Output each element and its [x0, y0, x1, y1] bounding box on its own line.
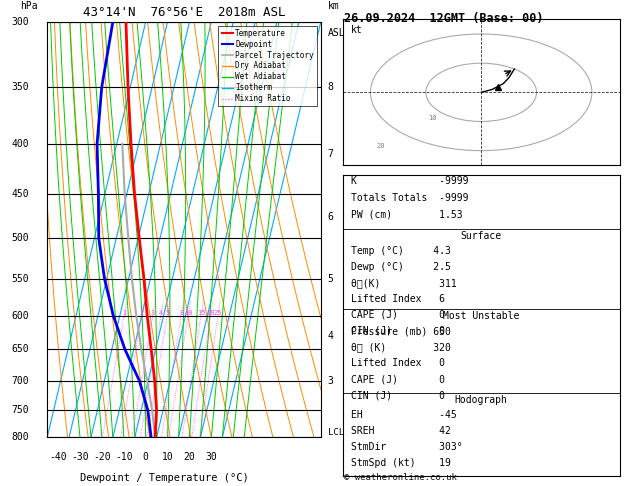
Text: Dewp (°C)     2.5: Dewp (°C) 2.5 — [351, 262, 451, 272]
Text: 8: 8 — [328, 82, 333, 92]
Text: km: km — [328, 1, 340, 12]
Text: Temp (°C)     4.3: Temp (°C) 4.3 — [351, 246, 451, 256]
Text: CIN (J)        0: CIN (J) 0 — [351, 326, 445, 336]
Text: PW (cm)        1.53: PW (cm) 1.53 — [351, 209, 463, 220]
Text: 3: 3 — [151, 310, 155, 315]
Text: ASL: ASL — [328, 28, 345, 38]
Text: SREH           42: SREH 42 — [351, 426, 451, 436]
Text: 300: 300 — [12, 17, 30, 27]
Text: StmDir         303°: StmDir 303° — [351, 442, 463, 452]
Text: 30: 30 — [206, 452, 217, 462]
Text: 500: 500 — [12, 233, 30, 243]
Text: 650: 650 — [12, 345, 30, 354]
Text: Dewpoint / Temperature (°C): Dewpoint / Temperature (°C) — [81, 473, 249, 483]
Text: -10: -10 — [115, 452, 133, 462]
Text: 15: 15 — [197, 310, 205, 315]
Text: StmSpd (kt)    19: StmSpd (kt) 19 — [351, 458, 451, 468]
Text: 5: 5 — [328, 274, 333, 284]
Text: 700: 700 — [12, 376, 30, 386]
Text: 0: 0 — [143, 452, 148, 462]
Text: 10: 10 — [428, 115, 437, 121]
Text: LCL: LCL — [328, 428, 344, 436]
Text: 7: 7 — [328, 149, 333, 159]
Text: 1: 1 — [122, 310, 126, 315]
Text: Totals Totals  -9999: Totals Totals -9999 — [351, 193, 469, 203]
Text: Lifted Index   6: Lifted Index 6 — [351, 294, 445, 304]
Text: -30: -30 — [71, 452, 89, 462]
Text: Surface: Surface — [460, 231, 502, 241]
Text: 2: 2 — [140, 310, 144, 315]
Text: Mixing Ratio (g/kg): Mixing Ratio (g/kg) — [377, 178, 386, 281]
Text: CAPE (J)       0: CAPE (J) 0 — [351, 374, 445, 384]
Text: 10: 10 — [184, 310, 192, 315]
Text: 25: 25 — [214, 310, 222, 315]
Text: EH             -45: EH -45 — [351, 410, 457, 420]
Text: 400: 400 — [12, 139, 30, 149]
Text: 450: 450 — [12, 189, 30, 199]
Text: θᴇ (K)        320: θᴇ (K) 320 — [351, 342, 451, 352]
Text: 4: 4 — [328, 331, 333, 341]
Text: 8: 8 — [179, 310, 184, 315]
Text: -40: -40 — [49, 452, 67, 462]
Text: θᴇ(K)          311: θᴇ(K) 311 — [351, 278, 457, 288]
Text: 4: 4 — [159, 310, 163, 315]
Text: 550: 550 — [12, 274, 30, 284]
Text: K              -9999: K -9999 — [351, 176, 469, 187]
Text: 10: 10 — [162, 452, 174, 462]
Text: 26.09.2024  12GMT (Base: 00): 26.09.2024 12GMT (Base: 00) — [344, 12, 543, 25]
Text: 350: 350 — [12, 82, 30, 92]
Text: hPa: hPa — [21, 1, 38, 12]
Text: 600: 600 — [12, 311, 30, 321]
Text: 20: 20 — [184, 452, 196, 462]
Text: 800: 800 — [12, 433, 30, 442]
Text: kt: kt — [351, 25, 363, 35]
Legend: Temperature, Dewpoint, Parcel Trajectory, Dry Adiabat, Wet Adiabat, Isotherm, Mi: Temperature, Dewpoint, Parcel Trajectory… — [218, 26, 317, 106]
Text: 5: 5 — [165, 310, 169, 315]
Text: 6: 6 — [328, 211, 333, 222]
Text: CIN (J)        0: CIN (J) 0 — [351, 390, 445, 400]
Text: 750: 750 — [12, 405, 30, 415]
Title: 43°14'N  76°56'E  2018m ASL: 43°14'N 76°56'E 2018m ASL — [83, 6, 285, 19]
Text: Pressure (mb) 650: Pressure (mb) 650 — [351, 326, 451, 336]
Text: CAPE (J)       0: CAPE (J) 0 — [351, 310, 445, 320]
Text: © weatheronline.co.uk: © weatheronline.co.uk — [344, 473, 457, 482]
Text: 3: 3 — [328, 376, 333, 386]
Text: 20: 20 — [376, 143, 384, 149]
Text: 20: 20 — [206, 310, 215, 315]
Text: -20: -20 — [93, 452, 111, 462]
Text: Lifted Index   0: Lifted Index 0 — [351, 358, 445, 368]
Text: Most Unstable: Most Unstable — [443, 311, 520, 321]
Text: Hodograph: Hodograph — [455, 395, 508, 405]
